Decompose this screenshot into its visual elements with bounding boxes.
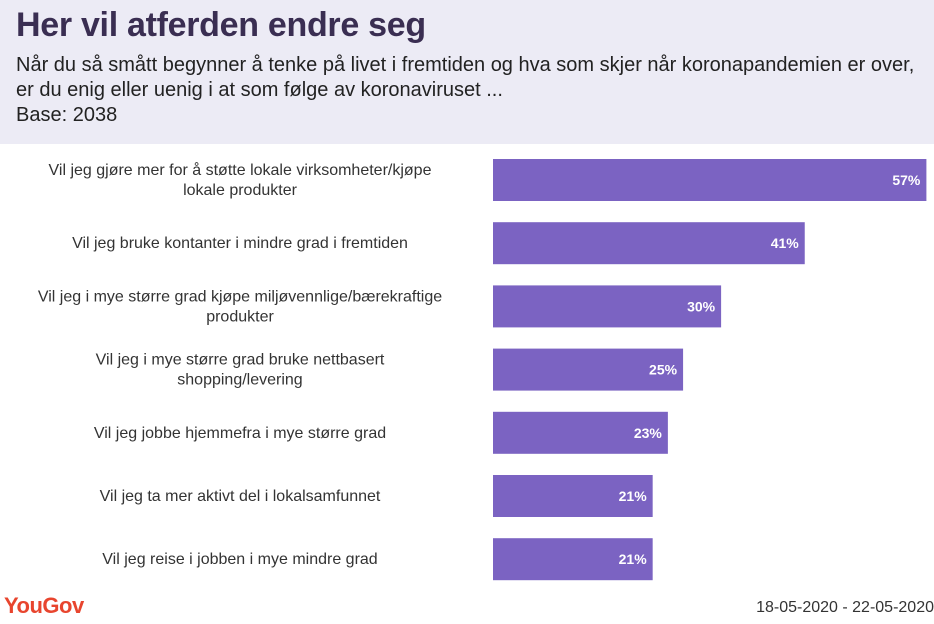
bar-value-label: 21% (619, 488, 648, 504)
yougov-logo: YouGov (4, 593, 84, 618)
category-label-line: Vil jeg ta mer aktivt del i lokalsamfunn… (100, 488, 381, 505)
bar-7 (493, 538, 653, 581)
bar-4 (493, 348, 684, 391)
bar-value-label: 21% (619, 551, 648, 567)
category-label-line: shopping/levering (177, 372, 302, 389)
bar-5 (493, 411, 668, 454)
category-label: Vil jeg i mye større grad bruke nettbase… (96, 352, 385, 389)
category-label-line: lokale produkter (183, 182, 298, 199)
bar-chart: 57% Vil jeg gjøre mer for å støtte lokale… (0, 144, 934, 584)
category-label-line: Vil jeg jobbe hjemmefra i mye større gra… (94, 425, 386, 442)
bar-2 (493, 222, 805, 265)
category-label-line: Vil jeg bruke kontanter i mindre grad i … (72, 235, 408, 252)
bar-value-label: 23% (634, 425, 663, 441)
bar-3 (493, 285, 722, 328)
bar-chart-svg: 57% Vil jeg gjøre mer for å støtte lokale… (38, 159, 927, 581)
bar-value-label: 57% (892, 172, 921, 188)
category-label-line: Vil jeg i mye større grad bruke nettbase… (96, 352, 385, 369)
chart-title: Her vil atferden endre seg (16, 6, 426, 44)
bar-6 (493, 475, 653, 517)
chart-subtitle: Når du så smått begynner å tenke på live… (16, 54, 915, 101)
category-label: Vil jeg jobbe hjemmefra i mye større gra… (94, 425, 386, 442)
category-label-line: Vil jeg i mye større grad kjøpe miljøven… (38, 288, 442, 305)
category-label-line: produkter (206, 308, 274, 325)
bar-value-label: 25% (649, 362, 678, 378)
bar-1 (493, 159, 927, 201)
base-note: Base: 2038 (16, 104, 118, 126)
bar-value-label: 30% (687, 298, 716, 314)
category-label: Vil jeg i mye større grad kjøpe miljøven… (38, 288, 442, 325)
category-label: Vil jeg bruke kontanter i mindre grad i … (72, 235, 408, 252)
header-band: Her vil atferden endre seg Når du så små… (0, 0, 934, 144)
fieldwork-dates: 18-05-2020 - 22-05-2020 (756, 599, 934, 616)
category-label-line: Vil jeg gjøre mer for å støtte lokale vi… (49, 161, 432, 179)
category-label: Vil jeg ta mer aktivt del i lokalsamfunn… (100, 488, 381, 505)
category-label: Vil jeg gjøre mer for å støtte lokale vi… (49, 161, 432, 199)
category-label: Vil jeg reise i jobben i mye mindre grad (102, 551, 377, 568)
category-label-line: Vil jeg reise i jobben i mye mindre grad (102, 551, 377, 568)
bar-value-label: 41% (771, 235, 800, 251)
